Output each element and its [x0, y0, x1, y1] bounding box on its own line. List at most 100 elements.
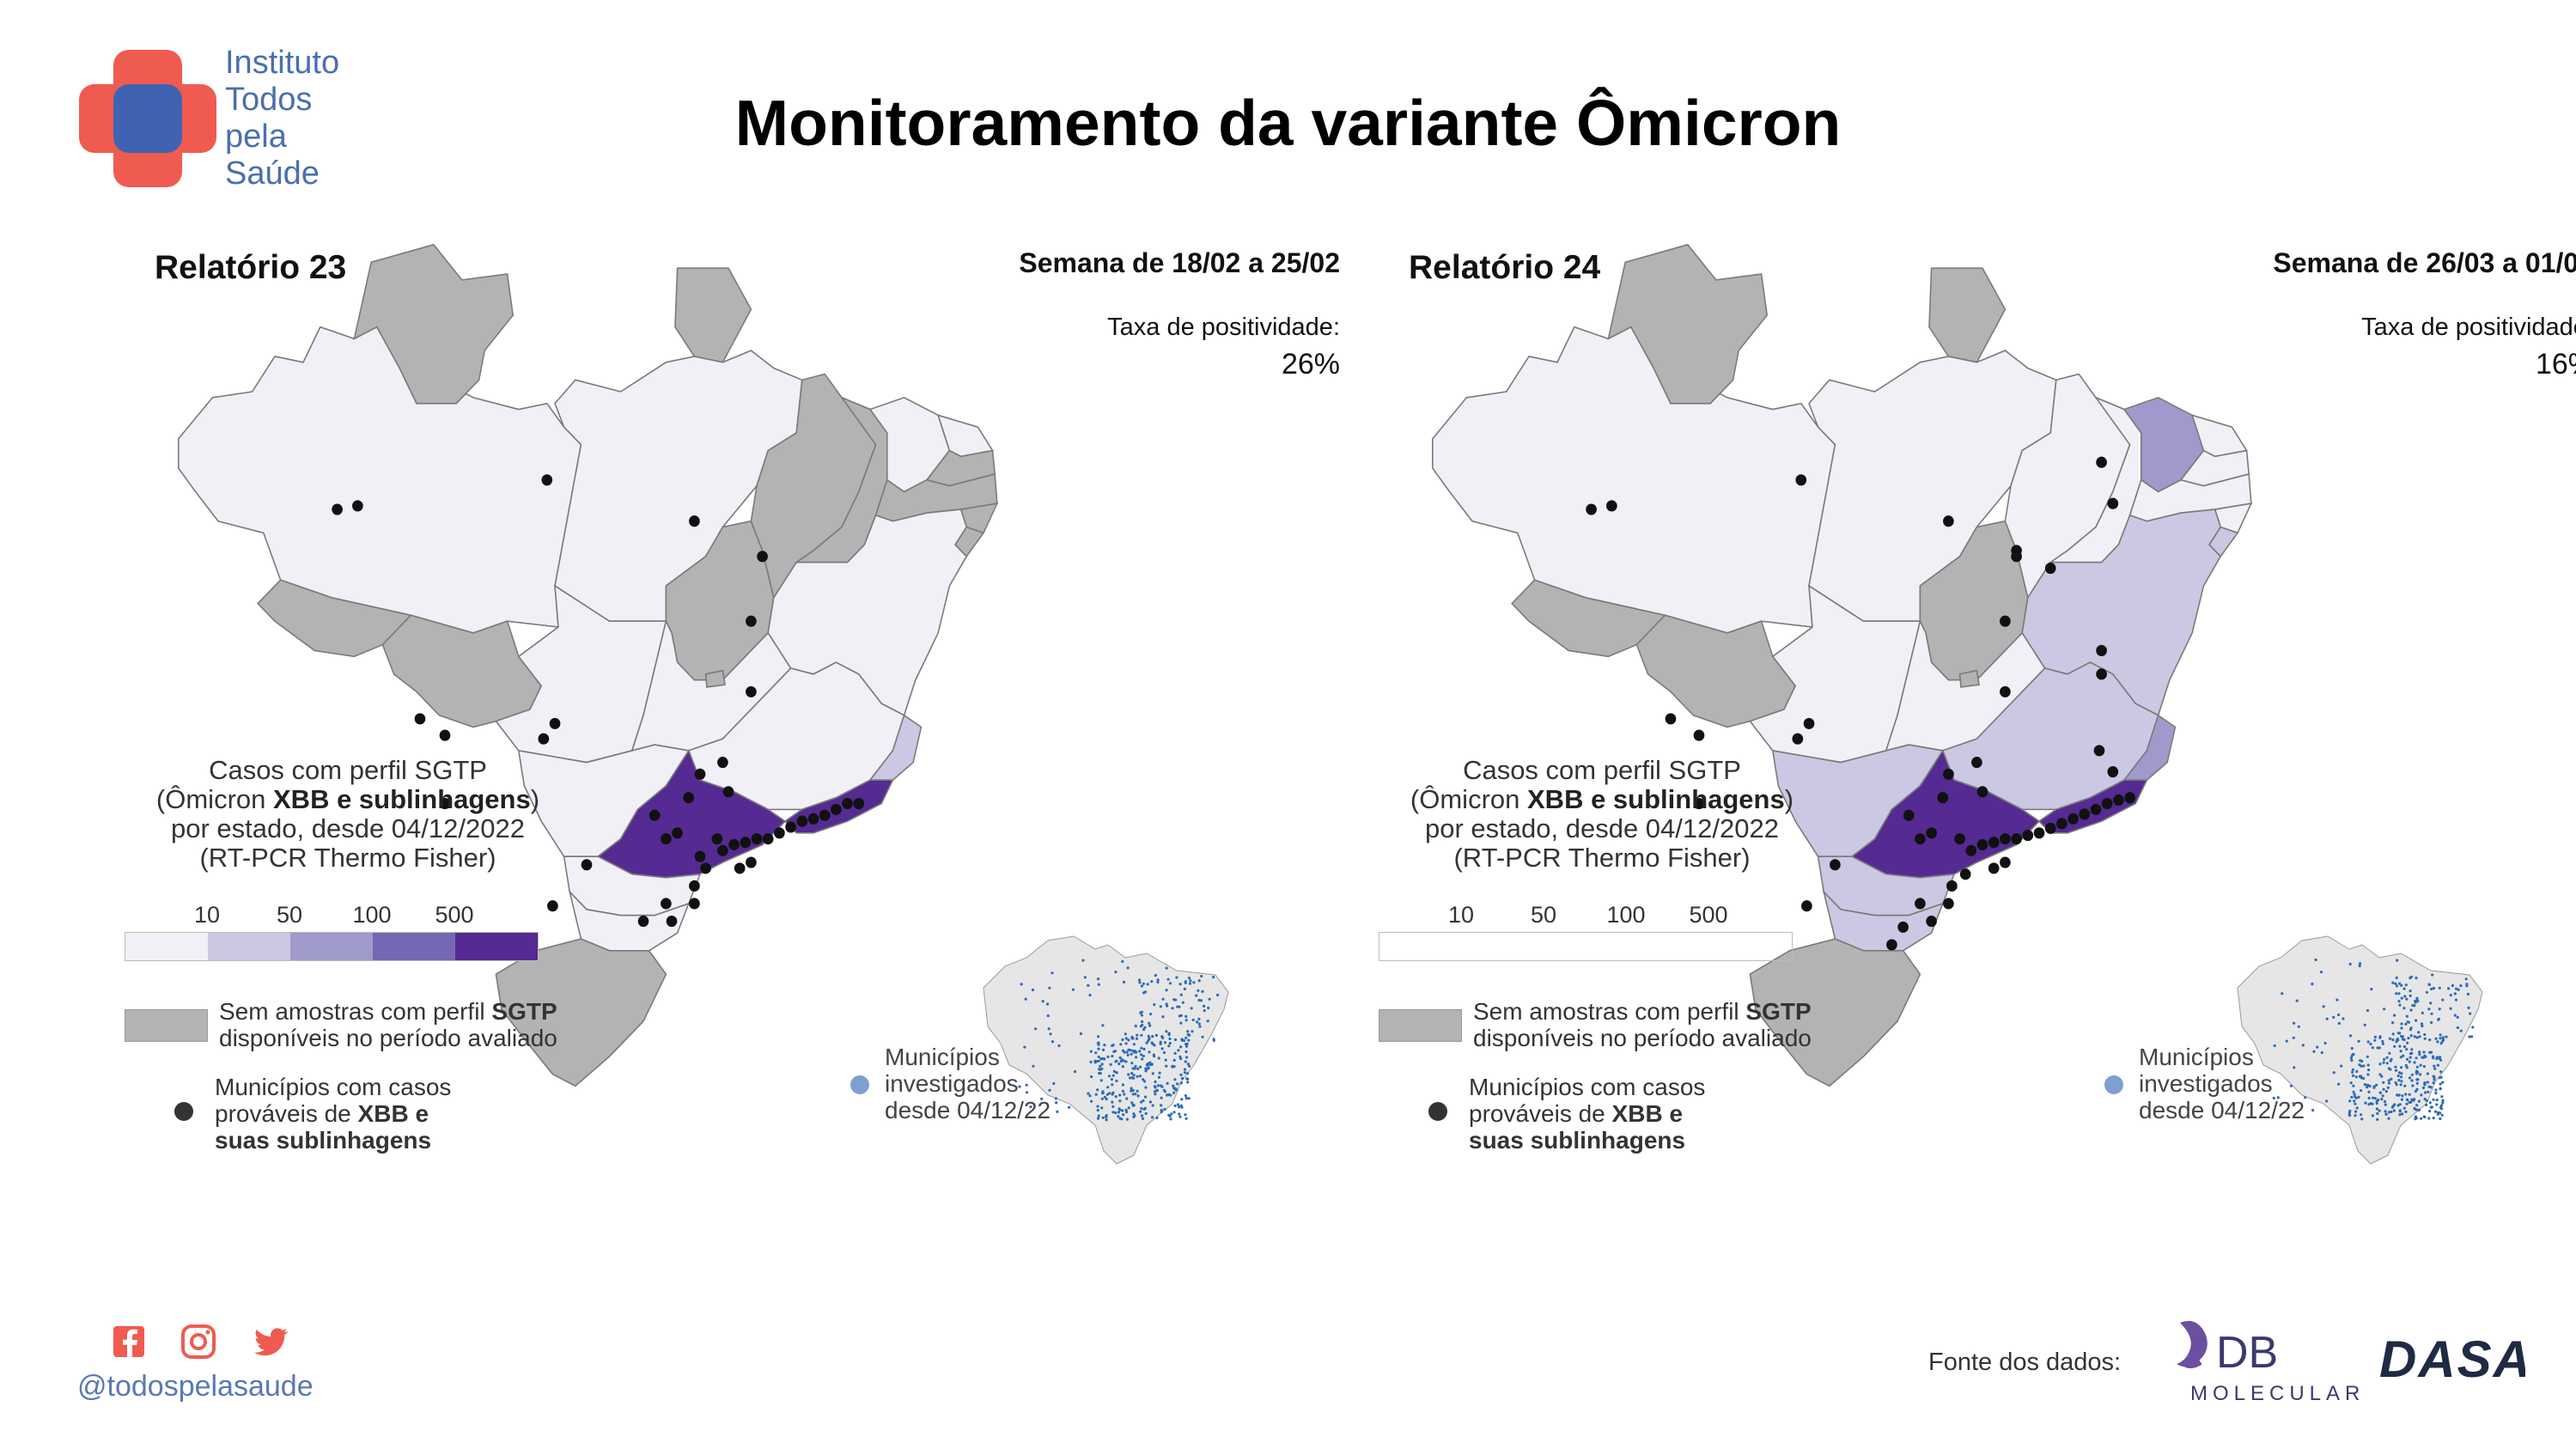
municipality-dot: [711, 833, 723, 845]
municipality-dot: [1946, 880, 1958, 892]
inset-municipality-dot: [2378, 1109, 2381, 1112]
inset-municipality-dot: [1071, 988, 1075, 991]
inset-municipality-dot: [1179, 1081, 1183, 1085]
inset-municipality-dot: [1184, 1113, 1187, 1117]
inset-municipality-dot: [1197, 1017, 1201, 1020]
inset-municipality-dot: [1206, 1020, 1209, 1023]
inset-municipality-dot: [1176, 1103, 1180, 1106]
legend-title-line: (Ômicron: [1410, 784, 1527, 814]
inset-municipality-dot: [2337, 1013, 2341, 1017]
municipality-dot: [1830, 859, 1841, 871]
inset-municipality-dot: [1140, 1046, 1143, 1050]
legend-ticks: 10 50 100 500: [1379, 902, 1791, 928]
inset-municipality-dot: [2409, 1056, 2412, 1059]
municipality-dot: [2011, 833, 2022, 845]
municipality-dot: [1606, 500, 1617, 512]
legend-ticks: 10 50 100 500: [125, 902, 537, 928]
inset-municipality-dot: [2358, 964, 2361, 968]
inset-municipality-dot: [1179, 993, 1183, 996]
inset-municipality-dot: [1167, 1033, 1171, 1037]
inset-municipality-dot: [1097, 1059, 1100, 1062]
inset-municipality-dot: [2429, 1002, 2433, 1005]
inset-municipality-dot: [2439, 1082, 2442, 1086]
inset-municipality-dot: [1110, 1078, 1113, 1081]
inset-municipality-dot: [1099, 1064, 1102, 1068]
inset-municipality-dot: [2408, 1060, 2411, 1063]
inset-municipality-dot: [2393, 1044, 2396, 1048]
inset-municipality-dot: [1094, 1093, 1098, 1096]
inset-municipality-dot: [1199, 999, 1203, 1002]
inset-municipality-dot: [1197, 979, 1201, 983]
inset-municipality-dot: [2391, 981, 2395, 984]
inset-brazil-outline: [983, 935, 1229, 1165]
inset-municipality-dot: [2401, 1112, 2404, 1116]
inset-municipality-dot: [1138, 1050, 1142, 1053]
inset-municipality-dot: [2439, 1037, 2442, 1040]
inset-municipality-dot: [2395, 1040, 2398, 1044]
inset-municipality-dot: [2273, 1044, 2276, 1048]
logo-line: pela: [225, 119, 287, 155]
inset-municipality-dot: [2348, 1034, 2353, 1038]
inset-municipality-dot: [2422, 1050, 2426, 1054]
municipality-dot: [1926, 915, 1937, 928]
inset-municipality-dot: [2409, 1034, 2413, 1038]
state-ac: [1511, 579, 1666, 658]
inset-municipality-dot: [2430, 987, 2433, 991]
inset-municipality-dot: [2371, 1114, 2374, 1117]
inset-municipality-dot: [2325, 1099, 2329, 1103]
inset-municipality-dot: [1029, 1105, 1032, 1109]
legend-title-line: ): [530, 784, 540, 814]
social-icons: [113, 1324, 289, 1359]
facebook-icon[interactable]: [113, 1326, 144, 1357]
municipality-dot: [538, 733, 550, 745]
inset-municipality-dot: [1121, 1089, 1125, 1093]
municipality-dot: [439, 729, 451, 741]
inset-municipality-dot: [1143, 1106, 1147, 1110]
municipality-dot: [689, 880, 700, 892]
inset-municipality-dot: [1201, 989, 1204, 993]
inset-municipality-dot: [2353, 1099, 2356, 1103]
inset-municipality-dot: [1173, 1038, 1178, 1042]
inset-municipality-dot: [2421, 1056, 2426, 1059]
inset-municipality-dot: [2403, 995, 2407, 998]
inset-municipality-dot: [2400, 996, 2403, 1000]
inset-municipality-dot: [2391, 1038, 2395, 1042]
inset-municipality-dot: [1123, 1093, 1126, 1096]
inset-municipality-dot: [1148, 1050, 1151, 1054]
inset-municipality-dot: [2314, 958, 2317, 962]
inset-municipality-dot: [2432, 1081, 2435, 1085]
inset-municipality-dot: [1052, 1081, 1056, 1086]
inset-municipality-dot: [2398, 1113, 2402, 1117]
inset-municipality-dot: [1184, 1014, 1188, 1018]
inset-municipality-dot: [2363, 1023, 2366, 1026]
inset-municipality-dot: [2357, 1095, 2360, 1099]
inset-municipality-dot: [1138, 1075, 1142, 1078]
inset-municipality-dot: [2400, 1080, 2403, 1083]
municipality-dot: [2000, 615, 2011, 627]
scale-bin: [1627, 933, 1709, 960]
inset-municipality-dot: [1121, 1083, 1125, 1087]
inset-municipality-dot: [1154, 1080, 1157, 1084]
instagram-icon[interactable]: [181, 1324, 216, 1359]
inset-municipality-dot: [2405, 1014, 2409, 1018]
inset-municipality-dot: [1050, 1040, 1055, 1044]
inset-municipality-dot: [2405, 1066, 2409, 1069]
inset-municipality-dot: [1136, 1075, 1139, 1078]
twitter-icon[interactable]: [253, 1328, 289, 1356]
inset-municipality-dot: [1179, 1073, 1183, 1076]
inset-municipality-dot: [2395, 1068, 2398, 1072]
inset-municipality-dot: [2375, 1107, 2379, 1111]
inset-municipality-dot: [2466, 992, 2470, 995]
social-handle-link[interactable]: @todospelasaude: [77, 1370, 314, 1403]
inset-municipality-dot: [2457, 988, 2460, 991]
inset-municipality-dot: [2415, 1081, 2419, 1085]
municipality-dot: [1943, 768, 1954, 780]
inset-municipality-dot: [2413, 1035, 2416, 1038]
inset-municipality-dot: [2348, 1099, 2352, 1103]
inset-municipality-dot: [1121, 1109, 1124, 1112]
inset-municipality-dot: [1151, 1035, 1154, 1038]
inset-municipality-dot: [1160, 1047, 1164, 1050]
inset-municipality-dot: [2409, 1008, 2413, 1012]
legend-title-line: (RT-PCR Thermo Fisher): [1453, 843, 1751, 873]
inset-municipality-dot: [1185, 1077, 1189, 1081]
